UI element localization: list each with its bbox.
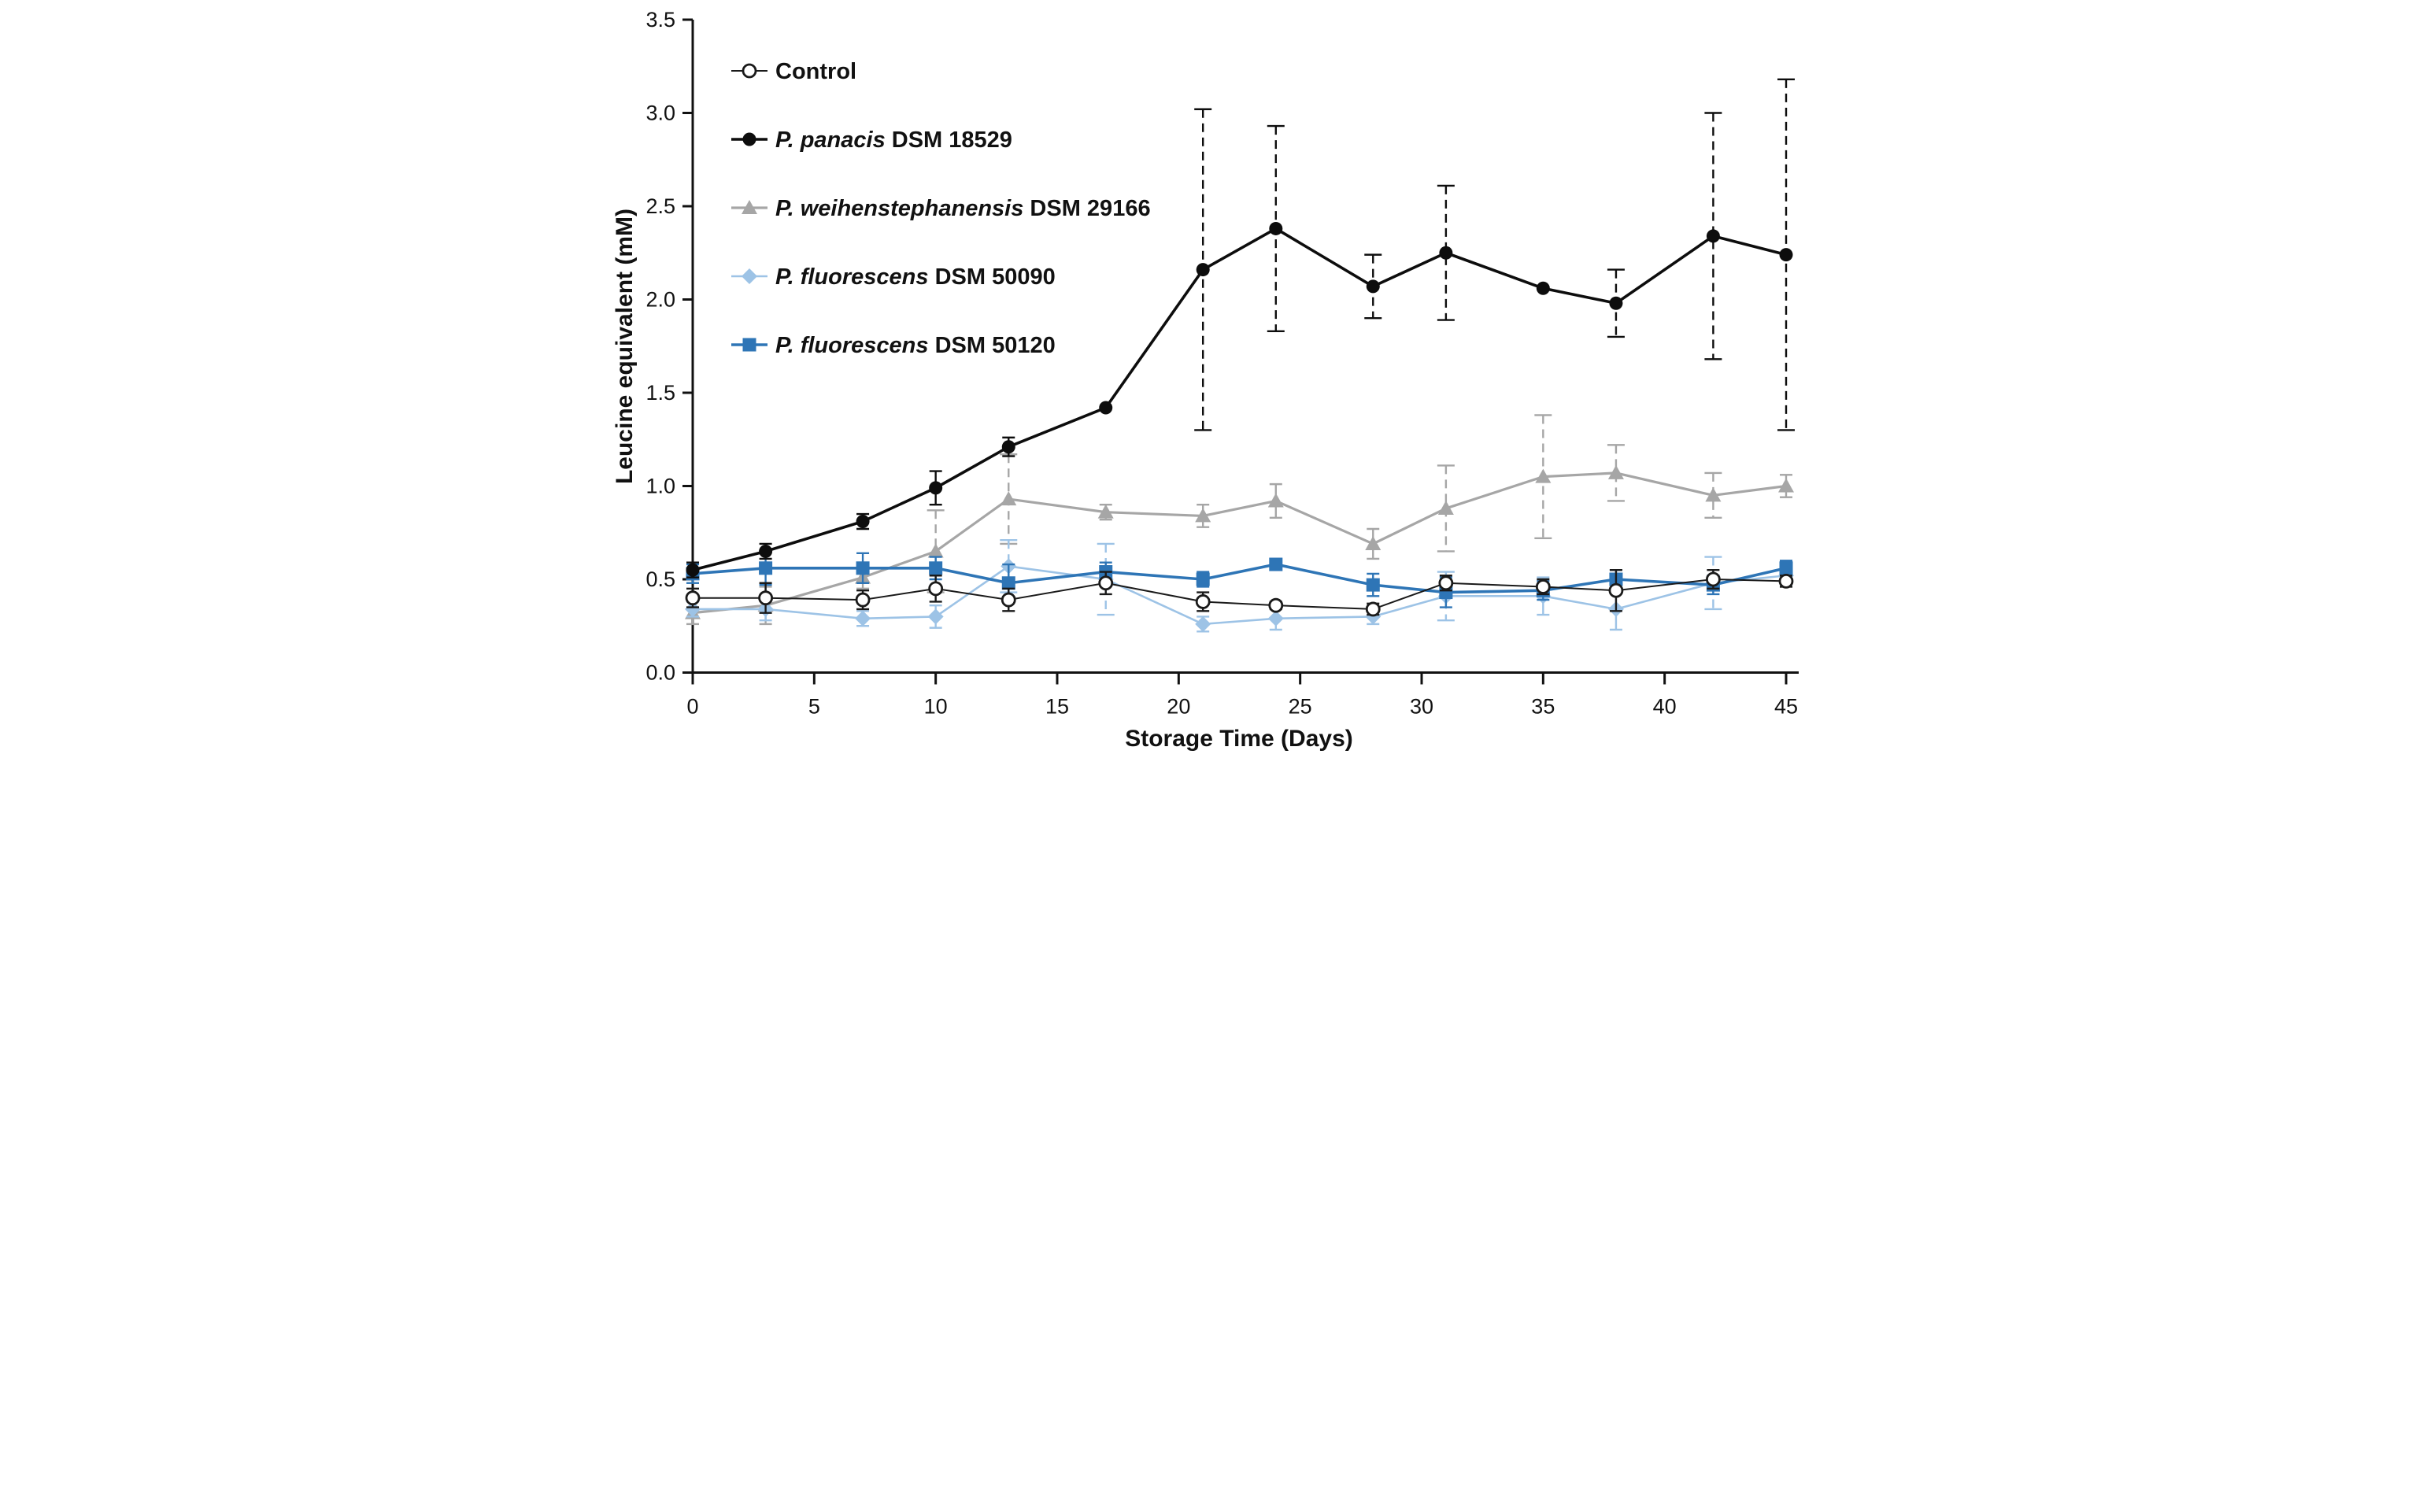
data-point — [927, 543, 944, 558]
data-point — [1098, 401, 1112, 415]
data-point — [1437, 500, 1454, 515]
legend-item: P. panacis DSM 18529 — [731, 128, 1012, 153]
y-axis-title: Leucine equivalent (mM) — [612, 209, 638, 484]
data-point — [1779, 248, 1792, 262]
data-point — [1536, 281, 1550, 295]
storage-time-leucine-chart: Leucine equivalent (mM) Storage Time (Da… — [612, 8, 1799, 752]
legend-marker — [742, 132, 756, 146]
data-point — [1705, 571, 1721, 587]
data-point — [1267, 610, 1284, 627]
legend-label: Control — [775, 59, 856, 84]
x-tick-label: 30 — [1409, 695, 1433, 719]
y-tick-label: 1.0 — [645, 475, 675, 498]
data-point — [856, 561, 870, 575]
data-point — [1534, 468, 1551, 483]
data-point — [758, 561, 772, 575]
data-point — [1001, 576, 1015, 590]
data-point — [1000, 491, 1016, 506]
x-tick-label: 0 — [686, 695, 698, 719]
series-line — [692, 227, 1786, 571]
data-point — [757, 590, 773, 606]
data-point — [1778, 573, 1793, 589]
data-point — [1267, 597, 1283, 613]
data-point — [1267, 493, 1284, 508]
y-tick-label: 0.5 — [645, 567, 675, 591]
x-tick-label: 20 — [1167, 695, 1190, 719]
legend-label: P. panacis DSM 18529 — [775, 128, 1012, 153]
legend-label: P. weihenstephanensis DSM 29166 — [775, 196, 1151, 221]
legend-item: Control — [731, 59, 856, 84]
x-tick-label: 10 — [923, 695, 947, 719]
data-point — [856, 515, 870, 529]
data-point — [1268, 557, 1282, 571]
data-point — [1438, 246, 1452, 260]
x-tick-label: 15 — [1045, 695, 1068, 719]
data-point — [1001, 440, 1015, 454]
legend-item: P. fluorescens DSM 50120 — [731, 333, 1056, 358]
y-tick-label: 2.5 — [645, 194, 675, 218]
data-point — [1535, 579, 1551, 594]
data-point — [1194, 616, 1211, 632]
x-tick-label: 35 — [1531, 695, 1555, 719]
data-point — [854, 610, 871, 627]
series-line — [692, 471, 1786, 615]
data-point — [1779, 561, 1792, 575]
data-point — [1268, 221, 1282, 235]
legend-marker — [741, 268, 757, 284]
x-axis-title: Storage Time (Days) — [1125, 726, 1353, 752]
y-tick-label: 0.0 — [645, 661, 675, 685]
series-p-fluorescens-dsm-50090 — [684, 539, 1794, 633]
data-point — [1608, 296, 1622, 310]
legend-item: P. fluorescens DSM 50090 — [731, 264, 1056, 290]
data-point — [1608, 582, 1623, 598]
data-point — [1196, 263, 1210, 277]
series-control — [685, 568, 1793, 617]
data-point — [1704, 487, 1721, 502]
series-line — [692, 563, 1786, 594]
y-tick-label: 3.5 — [645, 8, 675, 31]
data-point — [928, 561, 942, 575]
data-point — [927, 581, 943, 597]
data-point — [1364, 535, 1381, 550]
x-tick-label: 5 — [808, 695, 819, 719]
legend-item: P. weihenstephanensis DSM 29166 — [731, 196, 1151, 221]
data-point — [1195, 594, 1211, 609]
legend-label: P. fluorescens DSM 50120 — [775, 333, 1056, 358]
data-point — [1437, 575, 1453, 591]
data-point — [1196, 572, 1210, 586]
data-point — [927, 608, 944, 625]
y-tick-label: 2.0 — [645, 288, 675, 312]
data-point — [1365, 601, 1381, 617]
data-point — [855, 592, 870, 608]
data-point — [686, 563, 699, 577]
data-point — [1097, 575, 1113, 591]
series-line — [692, 579, 1786, 610]
line-chart-figure: Leucine equivalent (mM) Storage Time (Da… — [605, 0, 1814, 756]
data-point — [684, 601, 701, 617]
series-p-panacis-dsm-18529 — [686, 78, 1795, 579]
data-point — [1366, 578, 1380, 592]
x-tick-label: 25 — [1288, 695, 1311, 719]
data-point — [1706, 229, 1720, 243]
legend-marker — [742, 338, 756, 352]
legend: Control P. panacis DSM 18529 P. weihenstep… — [731, 59, 1151, 358]
legend-label: P. fluorescens DSM 50090 — [775, 264, 1056, 290]
series-line — [692, 565, 1786, 626]
x-tick-label: 45 — [1774, 695, 1797, 719]
data-point — [928, 481, 942, 495]
legend-marker — [741, 200, 757, 214]
data-point — [1097, 504, 1114, 519]
x-tick-label: 40 — [1652, 695, 1676, 719]
y-tick-label: 3.0 — [645, 102, 675, 125]
data-point — [1366, 279, 1380, 294]
data-point — [1001, 592, 1016, 608]
data-point — [1194, 508, 1211, 523]
y-tick-label: 1.5 — [645, 381, 675, 405]
data-point — [1777, 478, 1794, 493]
data-point — [758, 544, 772, 558]
legend-marker — [742, 63, 756, 79]
data-point — [685, 590, 700, 606]
series-p-weihenstephanensis-dsm-29166 — [684, 414, 1794, 626]
data-point — [1607, 464, 1624, 479]
